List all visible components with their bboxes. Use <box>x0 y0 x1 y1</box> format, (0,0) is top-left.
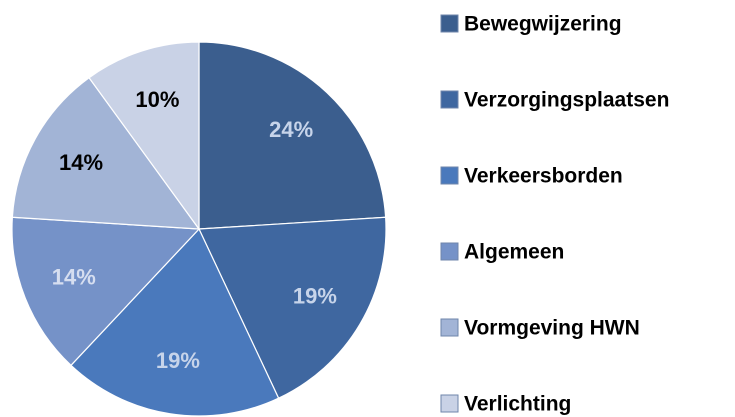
legend-swatch <box>440 14 459 33</box>
slice-label: 19% <box>293 283 337 308</box>
slice-label: 19% <box>156 348 200 373</box>
slice-value: 19 <box>156 348 180 373</box>
legend-label: Verlichting <box>464 393 571 416</box>
legend-swatch <box>440 90 459 109</box>
pie-slice <box>198 216 387 400</box>
slice-label: 24% <box>269 117 313 142</box>
legend-label: Vormgeving HWN <box>464 317 640 340</box>
legend-swatch <box>440 318 459 337</box>
percent-sign: % <box>76 264 96 289</box>
slice-value: 10 <box>135 87 159 112</box>
slice-value: 14 <box>52 264 77 289</box>
legend-label: Bewegwijzering <box>464 13 622 36</box>
slice-value: 19 <box>293 283 317 308</box>
percent-sign: % <box>180 348 200 373</box>
legend-swatch <box>440 394 459 413</box>
legend-label: Verzorgingsplaatsen <box>464 89 669 112</box>
legend-label: Algemeen <box>464 241 564 264</box>
pie-slice <box>11 216 201 367</box>
legend-swatch <box>440 166 459 185</box>
pie-slice <box>88 41 200 231</box>
slice-value: 24 <box>269 117 294 142</box>
slice-label: 10% <box>135 87 179 112</box>
percent-sign: % <box>160 87 180 112</box>
percent-sign: % <box>317 283 337 308</box>
pie-slice <box>198 41 387 230</box>
slice-label: 14% <box>52 264 96 289</box>
percent-sign: % <box>83 150 103 175</box>
pie-slice <box>11 76 201 230</box>
slice-label: 14% <box>59 150 103 175</box>
legend-label: Verkeersborden <box>464 165 623 188</box>
pie-slice <box>70 227 280 417</box>
slice-value: 14 <box>59 150 84 175</box>
percent-sign: % <box>294 117 314 142</box>
legend-swatch <box>440 242 459 261</box>
